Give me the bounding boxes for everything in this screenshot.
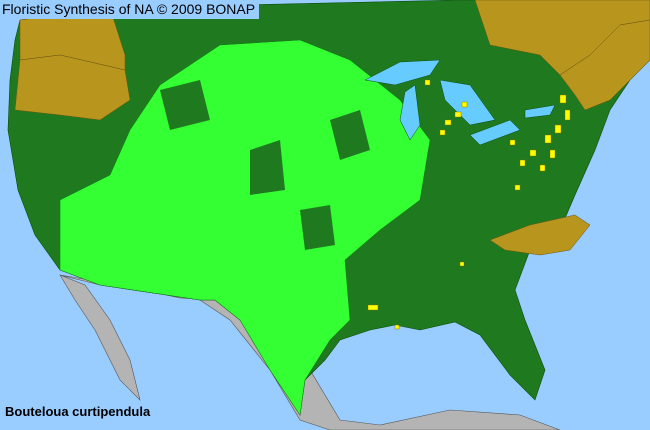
- state-north-carolina: [489, 214, 591, 256]
- species-name: Bouteloua curtipendula: [2, 403, 154, 420]
- state-northeast: [559, 19, 650, 111]
- state-washington-oregon-idaho: [14, 54, 131, 121]
- great-lakes: [364, 59, 556, 146]
- range-dark-patches: [160, 80, 370, 250]
- map-title: Floristic Synthesis of NA © 2009 BONAP: [0, 0, 260, 19]
- yellow-county-records: [367, 79, 571, 330]
